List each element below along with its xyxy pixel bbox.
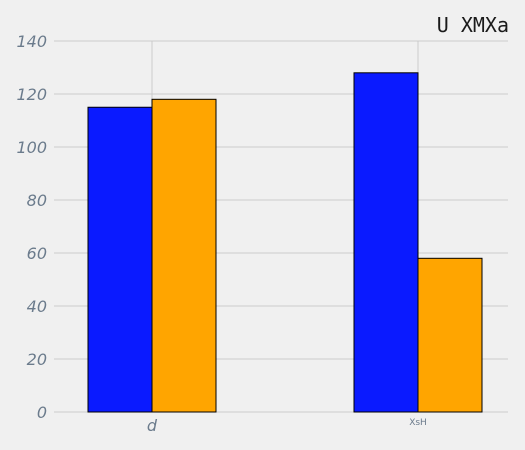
x-tick-label: d	[147, 416, 158, 435]
x-tick-label: XsH	[409, 418, 427, 428]
bar-series-2-XsH	[417, 257, 483, 413]
bar-series-1-d	[87, 106, 153, 413]
bars	[87, 72, 483, 413]
y-tick-label: 140	[16, 32, 47, 51]
y-tick-label: 60	[27, 244, 47, 263]
chart-title: U XMXa	[437, 13, 509, 37]
y-tick-label: 20	[27, 350, 47, 369]
y-tick-label: 120	[16, 85, 47, 104]
y-tick-label: 40	[27, 297, 47, 316]
y-tick-label: 80	[27, 191, 47, 210]
y-tick-label: 0	[37, 403, 47, 422]
x-tick-labels: d XsH	[147, 416, 427, 435]
y-tick-label: 100	[16, 138, 47, 157]
bar-series-1-XsH	[353, 72, 419, 413]
bar-series-2-d	[151, 98, 217, 413]
y-tick-labels: 0 20 40 60 80 100 120 140	[16, 32, 47, 422]
